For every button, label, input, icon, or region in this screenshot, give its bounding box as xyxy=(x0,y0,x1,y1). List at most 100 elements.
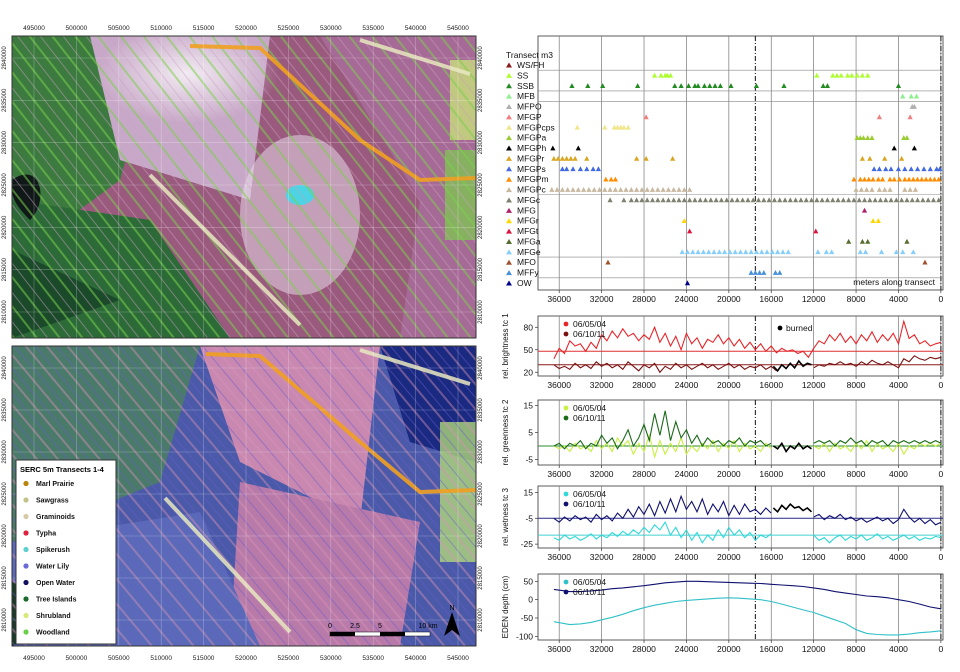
data-point xyxy=(585,83,591,89)
series-line-burned xyxy=(772,502,813,514)
data-point xyxy=(652,72,658,78)
data-point xyxy=(550,145,556,151)
x-tick-label: 20000 xyxy=(717,469,741,479)
data-point xyxy=(904,197,910,203)
y-tick-label: 0 xyxy=(528,595,533,605)
legend-label: 06/10/11 xyxy=(573,587,606,597)
data-point xyxy=(914,166,921,172)
map-x-tick-labels: 495000 500000 505000 510000 515000 520000 5250… xyxy=(23,25,469,32)
category-label: MFGP xyxy=(517,112,542,122)
data-point xyxy=(861,197,868,203)
category-marker xyxy=(506,104,512,110)
data-point xyxy=(853,186,859,192)
x-tick-label: 4000 xyxy=(889,644,908,654)
legend-marker xyxy=(23,629,29,635)
data-point xyxy=(854,72,860,78)
data-point xyxy=(813,228,819,234)
legend-marker xyxy=(563,405,569,411)
data-point xyxy=(695,83,701,89)
data-point xyxy=(872,197,878,203)
x-tick-label: 28000 xyxy=(632,644,656,654)
data-point xyxy=(685,83,692,89)
x-tick-label: 28000 xyxy=(632,469,656,479)
data-point xyxy=(909,197,915,203)
category-label: MFGPc xyxy=(517,185,547,195)
x-tick-label: 36000 xyxy=(547,294,571,304)
data-point xyxy=(891,176,897,182)
data-point xyxy=(856,197,862,203)
data-point xyxy=(914,176,921,182)
legend-label: 06/10/11 xyxy=(573,499,606,509)
data-point xyxy=(756,270,763,275)
category-marker xyxy=(506,155,512,161)
data-point xyxy=(748,270,754,275)
legend-label: 06/10/11 xyxy=(573,329,606,339)
data-point xyxy=(605,259,611,265)
series-line-burned xyxy=(772,441,812,453)
data-point xyxy=(814,72,820,78)
data-point xyxy=(922,259,928,265)
plot-frame xyxy=(537,485,944,549)
x-tick-label: 32000 xyxy=(590,380,614,390)
data-point xyxy=(777,197,783,203)
series-line-06-10-11 xyxy=(813,355,942,369)
x-tick-label: 24000 xyxy=(675,380,699,390)
data-point xyxy=(808,197,815,203)
y-tick-label: 5 xyxy=(528,428,533,438)
legend-marker xyxy=(563,331,569,337)
x-tick-label: 0 xyxy=(939,294,944,304)
map-x-tick-label: 510000 xyxy=(150,25,172,32)
data-point xyxy=(700,249,706,255)
legend-label: burned xyxy=(786,323,813,333)
x-tick-label: 28000 xyxy=(632,552,656,562)
x-tick-label: 32000 xyxy=(590,469,614,479)
data-point xyxy=(684,249,691,255)
data-point xyxy=(925,197,931,203)
map-x-tick-label: 520000 xyxy=(235,25,257,32)
map-y-tick-labels: 2840000 2840000 2835000 2835000 2830000 28300… xyxy=(2,46,484,324)
data-point xyxy=(559,186,565,192)
map-x-tick-label: 540000 xyxy=(405,655,427,662)
data-point xyxy=(871,166,877,172)
x-tick-label: 20000 xyxy=(717,552,741,562)
category-label: MFGa xyxy=(517,236,541,246)
category-marker xyxy=(506,238,512,244)
map-x-tick-label: 530000 xyxy=(320,25,342,32)
data-point xyxy=(846,197,852,203)
data-point xyxy=(753,249,760,255)
y-tick-label: 50 xyxy=(524,576,534,586)
map-y-tick-label-right: 2815000 xyxy=(478,566,484,590)
data-point xyxy=(569,83,575,89)
map-y-tick-label: 2830000 xyxy=(2,440,8,464)
x-tick-label: 16000 xyxy=(759,644,783,654)
data-point xyxy=(676,186,682,192)
data-point xyxy=(712,83,718,89)
data-point xyxy=(702,197,709,203)
data-point xyxy=(851,197,857,203)
data-point xyxy=(840,197,846,203)
data-point xyxy=(761,197,767,203)
data-point xyxy=(554,186,560,192)
category-marker xyxy=(506,62,512,68)
data-point xyxy=(766,197,772,203)
x-tick-label: 12000 xyxy=(802,552,826,562)
scale-label-2-5: 2.5 xyxy=(350,623,360,630)
data-point xyxy=(665,197,672,203)
map-y-tick-label-right: 2835000 xyxy=(478,398,484,422)
category-marker xyxy=(506,270,512,276)
data-point xyxy=(727,249,733,255)
data-point xyxy=(721,249,728,255)
x-tick-label: 20000 xyxy=(717,644,741,654)
data-point xyxy=(575,186,581,192)
map-y-tick-label: 2820000 xyxy=(2,524,8,548)
brightness-chart: 36000 32000 28000 24000 20000 16000 12000 8000 4… xyxy=(501,313,944,390)
data-point xyxy=(870,218,876,224)
data-point xyxy=(877,197,884,203)
transect-category-chart: 36000 32000 28000 24000 20000 16000 12000 8000 4… xyxy=(506,35,944,304)
x-tick-label: 4000 xyxy=(889,552,908,562)
data-point xyxy=(902,186,908,192)
map-y-tick-label: 2820000 xyxy=(2,215,8,239)
data-point xyxy=(633,155,640,161)
data-point xyxy=(701,83,708,89)
data-point xyxy=(907,114,913,120)
